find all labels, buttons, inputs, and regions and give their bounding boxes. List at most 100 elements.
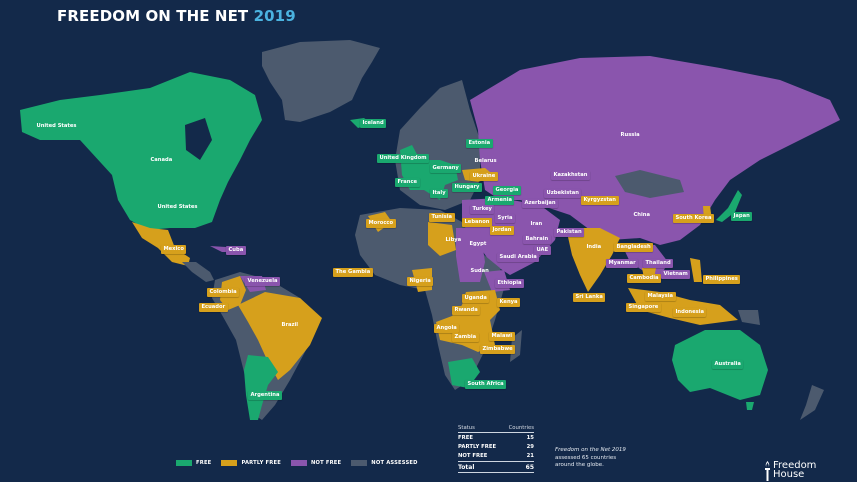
note-line-2: assessed 65 countries: [555, 454, 617, 461]
label-uganda: Uganda: [462, 294, 490, 303]
legend-label-not-free: NOT FREE: [310, 460, 342, 466]
label-kazakhstan: Kazakhstan: [551, 171, 590, 180]
new-zealand-shape: [800, 385, 824, 420]
label-colombia: Colombia: [207, 288, 240, 297]
label-thailand: Thailand: [643, 259, 674, 268]
india-shape: [566, 228, 620, 292]
label-india: India: [586, 244, 602, 250]
not-assessed-swatch: [351, 460, 368, 466]
label-kyrgyzstan: Kyrgyzstan: [581, 196, 619, 205]
label-lebanon: Lebanon: [462, 218, 492, 227]
stats-status: PARTLY FREE: [458, 443, 497, 450]
label-uzbekistan: Uzbekistan: [544, 189, 582, 198]
label-france: France: [395, 178, 420, 187]
papua-shape: [738, 310, 760, 325]
label-united-kingdom: United Kingdom: [377, 154, 430, 163]
brazil-shape: [238, 292, 322, 380]
label-iran: Iran: [530, 221, 543, 227]
label-italy: Italy: [430, 189, 449, 198]
label-egypt: Egypt: [469, 241, 487, 247]
stats-row-free: FREE 15: [458, 433, 534, 442]
label-south-korea: South Korea: [673, 214, 715, 223]
label-zambia: Zambia: [452, 333, 479, 342]
label-hungary: Hungary: [452, 183, 482, 192]
label-japan: Japan: [731, 212, 753, 221]
label-vietnam: Vietnam: [661, 270, 691, 279]
map-legend: FREE PARTLY FREE NOT FREE NOT ASSESSED: [176, 460, 418, 466]
label-jordan: Jordan: [490, 226, 514, 235]
label-pakistan: Pakistan: [554, 228, 585, 237]
label-cuba: Cuba: [226, 246, 246, 255]
label-azerbaijan: Azerbaijan: [522, 199, 559, 208]
stats-row-partly-free: PARTLY FREE 29: [458, 442, 534, 451]
label-bahrain: Bahrain: [523, 235, 551, 244]
mexico-shape: [132, 222, 190, 266]
free-swatch: [176, 460, 192, 466]
argentina-shape: [244, 355, 278, 420]
stats-header-row: Status Countries: [458, 423, 534, 433]
egypt-sudan-shape: [456, 228, 485, 282]
label-turkey: Turkey: [470, 205, 495, 214]
label-the-gambia: The Gambia: [333, 268, 373, 277]
label-estonia: Estonia: [466, 139, 493, 148]
label-belarus: Belarus: [474, 158, 497, 164]
label-sudan: Sudan: [470, 268, 489, 274]
label-bangladesh: Bangladesh: [614, 243, 654, 252]
label-morocco: Morocco: [366, 219, 396, 228]
title-year: 2019: [253, 7, 296, 25]
label-angola: Angola: [434, 324, 460, 333]
tasmania-shape: [746, 402, 754, 410]
label-united-states-alaska: United States: [36, 123, 77, 129]
label-sri-lanka: Sri Lanka: [573, 293, 606, 302]
label-kenya: Kenya: [497, 298, 521, 307]
greenland-shape: [262, 40, 380, 122]
label-australia: Australia: [712, 360, 744, 369]
legend-item-not-assessed: NOT ASSESSED: [351, 460, 417, 466]
label-venezuela: Venezuela: [245, 277, 280, 286]
north-america-shape: [20, 72, 262, 230]
label-rwanda: Rwanda: [452, 306, 481, 315]
partly-free-swatch: [221, 460, 238, 466]
label-uae: UAE: [534, 246, 551, 255]
hudson-bay-shape: [185, 118, 212, 160]
not-free-swatch: [290, 460, 307, 466]
label-cambodia: Cambodia: [627, 274, 661, 283]
central-america-shape: [182, 262, 214, 282]
label-mexico: Mexico: [161, 245, 187, 254]
torch-icon: [765, 461, 770, 481]
label-china: China: [633, 212, 650, 218]
label-libya: Libya: [445, 237, 462, 243]
label-philippines: Philippines: [703, 275, 741, 284]
stats-row-not-free: NOT FREE 21: [458, 451, 534, 460]
label-myanmar: Myanmar: [606, 259, 639, 268]
label-singapore: Singapore: [626, 303, 661, 312]
note-line-3: around the globe.: [555, 462, 604, 468]
logo-line-1: Freedom: [773, 460, 817, 471]
freedom-house-logo: Freedom House: [764, 461, 816, 481]
summary-note: Freedom on the Net 2019 assessed 65 coun…: [555, 447, 626, 470]
stats-row-total: Total 65: [458, 461, 534, 473]
label-zimbabwe: Zimbabwe: [480, 345, 516, 354]
label-germany: Germany: [430, 164, 462, 173]
label-ukraine: Ukraine: [470, 172, 498, 181]
label-united-states: United States: [157, 204, 198, 210]
legend-label-partly-free: PARTLY FREE: [241, 460, 281, 466]
label-russia: Russia: [620, 132, 640, 138]
label-malaysia: Malaysia: [645, 292, 676, 301]
label-ecuador: Ecuador: [199, 303, 228, 312]
label-argentina: Argentina: [248, 391, 282, 400]
legend-label-not-assessed: NOT ASSESSED: [371, 460, 418, 466]
label-south-africa: South Africa: [465, 380, 507, 389]
mongolia-shape: [615, 170, 684, 198]
label-iceland: Iceland: [360, 119, 387, 128]
legend-item-free: FREE: [176, 460, 211, 466]
legend-item-not-free: NOT FREE: [290, 460, 342, 466]
status-count-table: Status Countries FREE 15 PARTLY FREE 29 …: [458, 423, 534, 473]
logo-line-2: House: [773, 469, 805, 480]
legend-item-partly-free: PARTLY FREE: [221, 460, 281, 466]
libya-shape: [428, 222, 456, 256]
stats-total-count: 65: [525, 463, 534, 471]
stats-header-countries: Countries: [508, 424, 534, 431]
label-tunisia: Tunisia: [429, 213, 455, 222]
